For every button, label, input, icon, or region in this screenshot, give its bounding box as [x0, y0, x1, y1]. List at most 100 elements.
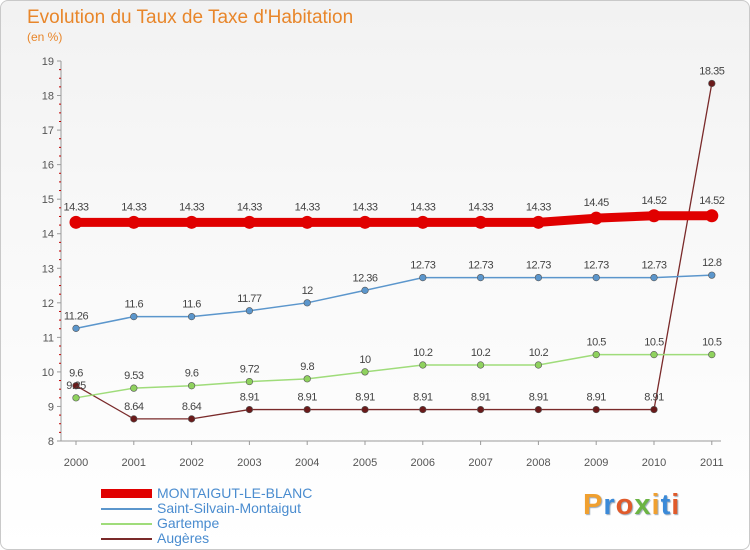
legend-swatch-montaigut: [101, 489, 152, 498]
data-label-3: 8.64: [182, 401, 202, 413]
data-point-3: [650, 405, 658, 414]
x-tick-label: 2002: [179, 457, 203, 469]
data-label-2: 10.5: [702, 337, 722, 349]
data-label-0: 14.52: [699, 195, 724, 207]
data-point-3: [592, 405, 600, 414]
data-label-1: 11.26: [64, 310, 89, 322]
data-label-1: 11.77: [237, 293, 262, 305]
data-point-1: [650, 274, 658, 282]
data-point-1: [72, 324, 80, 332]
data-point-0: [416, 215, 430, 229]
data-point-0: [185, 215, 199, 229]
data-label-2: 10.2: [413, 347, 433, 359]
data-label-0: 14.33: [295, 201, 320, 213]
data-point-0: [647, 209, 661, 223]
data-label-2: 10.2: [529, 347, 549, 359]
y-tick-label: 10: [42, 367, 54, 379]
data-label-3: 18.35: [699, 65, 724, 77]
data-point-1: [303, 299, 311, 307]
data-point-0: [127, 215, 141, 229]
x-tick-label: 2004: [295, 457, 319, 469]
data-point-3: [303, 405, 311, 414]
data-point-1: [188, 313, 196, 321]
data-point-3: [245, 405, 253, 414]
legend-swatch-augeres: [101, 538, 152, 540]
data-label-1: 12.73: [468, 260, 493, 272]
data-label-3: 8.91: [529, 392, 549, 404]
y-tick-label: 14: [42, 229, 54, 241]
data-label-1: 12.73: [526, 260, 551, 272]
proxiti-logo: Proxiti: [583, 489, 681, 521]
data-point-2: [419, 361, 427, 369]
data-label-2: 10.5: [644, 337, 664, 349]
x-tick-label: 2008: [526, 457, 550, 469]
data-point-0: [300, 215, 314, 229]
chart-subtitle: (en %): [27, 30, 63, 44]
data-point-3: [708, 79, 716, 88]
data-label-0: 14.33: [63, 201, 88, 213]
series-line-3: [75, 82, 713, 420]
x-tick-label: 2011: [700, 457, 724, 469]
data-point-3: [477, 405, 485, 414]
data-label-0: 14.52: [641, 195, 666, 207]
data-label-2: 10.2: [471, 347, 491, 359]
y-tick-label: 16: [42, 160, 54, 172]
x-tick-label: 2007: [468, 457, 492, 469]
data-point-0: [242, 215, 256, 229]
data-point-3: [361, 405, 369, 414]
data-point-2: [592, 351, 600, 359]
data-point-0: [358, 215, 372, 229]
data-point-2: [534, 361, 543, 369]
data-label-3: 8.91: [644, 392, 664, 404]
data-point-2: [708, 351, 716, 359]
data-label-1: 11.6: [125, 299, 144, 311]
data-point-2: [130, 384, 138, 392]
data-point-1: [361, 286, 369, 294]
legend-label-gartempe: Gartempe: [157, 515, 220, 531]
data-label-3: 8.91: [471, 392, 491, 404]
y-tick-label: 12: [42, 298, 54, 310]
data-point-2: [188, 382, 196, 390]
data-label-3: 8.91: [355, 392, 375, 404]
legend-item-augeres: Augères: [101, 530, 421, 547]
data-point-1: [708, 271, 716, 279]
data-label-2: 10.5: [586, 337, 606, 349]
data-label-1: 11.6: [182, 299, 201, 311]
data-point-0: [69, 215, 83, 229]
legend-swatch-gartempe: [101, 523, 152, 525]
data-point-0: [589, 211, 603, 225]
data-point-0: [705, 209, 719, 223]
data-point-2: [245, 377, 253, 386]
data-point-0: [474, 215, 488, 229]
data-point-3: [130, 415, 138, 423]
data-point-1: [419, 274, 427, 282]
legend-item-gartempe: Gartempe: [101, 515, 421, 532]
data-label-1: 12.73: [641, 260, 666, 272]
data-label-1: 12: [302, 285, 314, 297]
data-point-2: [477, 361, 485, 369]
series-line-2: [75, 353, 713, 399]
data-point-0: [531, 215, 545, 229]
data-label-0: 14.33: [121, 201, 146, 213]
data-point-1: [477, 274, 485, 282]
legend-label-augeres: Augères: [157, 530, 210, 546]
legend: MONTAIGUT-LE-BLANC Saint-Silvain-Montaig…: [101, 485, 421, 547]
data-label-3: 8.91: [297, 392, 317, 404]
data-label-0: 14.45: [584, 197, 609, 209]
legend-swatch-saint-silvain: [101, 508, 152, 510]
data-point-3: [534, 405, 543, 414]
data-label-1: 12.73: [584, 260, 609, 272]
data-label-3: 8.64: [124, 401, 144, 413]
data-label-0: 14.33: [237, 201, 262, 213]
data-point-2: [361, 368, 369, 376]
chart-title: Evolution du Taux de Taxe d'Habitation: [27, 7, 354, 28]
data-label-2: 9.53: [124, 370, 144, 382]
data-label-3: 8.91: [586, 392, 606, 404]
x-tick-label: 2003: [237, 457, 261, 469]
y-tick-label: 15: [42, 194, 54, 206]
data-point-1: [534, 274, 543, 282]
y-tick-label: 17: [42, 125, 54, 137]
data-label-3: 8.91: [240, 392, 260, 404]
